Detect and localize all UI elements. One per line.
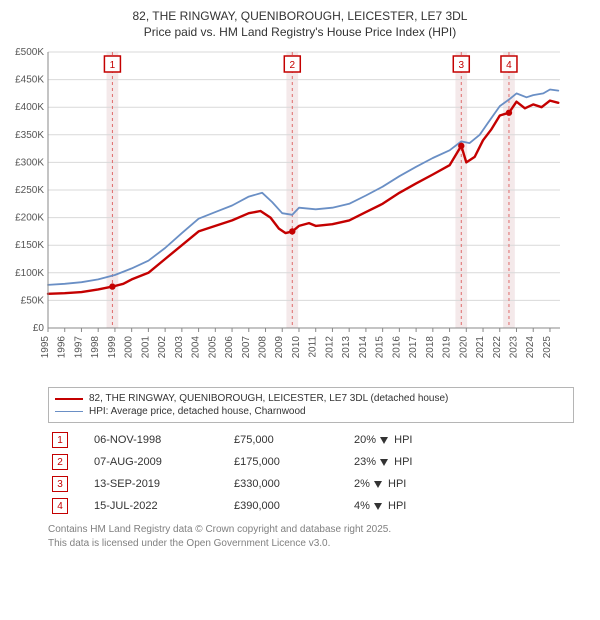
event-delta: 23% HPI: [350, 451, 574, 473]
svg-text:2002: 2002: [157, 336, 168, 359]
chart-title-line1: 82, THE RINGWAY, QUENIBOROUGH, LEICESTER…: [6, 8, 594, 24]
svg-text:2019: 2019: [442, 336, 453, 359]
event-delta: 20% HPI: [350, 429, 574, 451]
legend-item-hpi: HPI: Average price, detached house, Char…: [55, 405, 567, 418]
svg-text:2007: 2007: [241, 336, 252, 359]
event-marker: 1: [52, 432, 68, 448]
event-row: 1 06-NOV-1998£75,00020% HPI: [48, 429, 574, 451]
svg-text:4: 4: [506, 60, 512, 71]
svg-text:2009: 2009: [274, 336, 285, 359]
chart-title-line2: Price paid vs. HM Land Registry's House …: [6, 24, 594, 40]
legend-item-price-paid: 82, THE RINGWAY, QUENIBOROUGH, LEICESTER…: [55, 392, 567, 405]
svg-text:2022: 2022: [492, 336, 503, 359]
svg-text:£450K: £450K: [15, 75, 44, 86]
arrow-down-icon: [374, 481, 382, 488]
svg-text:2018: 2018: [425, 336, 436, 359]
chart: £0 £50K £100K £150K £200K £250K £300K £350K £400…: [6, 46, 594, 381]
svg-text:2013: 2013: [341, 336, 352, 359]
event-price: £390,000: [230, 495, 350, 517]
svg-text:2011: 2011: [308, 336, 319, 358]
license-line2: This data is licensed under the Open Gov…: [48, 537, 574, 551]
event-delta: 4% HPI: [350, 495, 574, 517]
svg-text:£0: £0: [33, 323, 45, 334]
arrow-down-icon: [374, 503, 382, 510]
legend-label-hpi: HPI: Average price, detached house, Char…: [89, 406, 306, 417]
event-date: 15-JUL-2022: [90, 495, 230, 517]
svg-text:£400K: £400K: [15, 103, 44, 114]
event-row: 4 15-JUL-2022£390,0004% HPI: [48, 495, 574, 517]
svg-text:1997: 1997: [73, 336, 84, 359]
svg-text:2008: 2008: [258, 336, 269, 359]
svg-text:2000: 2000: [124, 336, 135, 359]
svg-text:2006: 2006: [224, 336, 235, 359]
chart-svg: £0 £50K £100K £150K £200K £250K £300K £350K £400…: [6, 46, 566, 376]
arrow-down-icon: [380, 437, 388, 444]
svg-text:2020: 2020: [458, 336, 469, 359]
svg-text:2017: 2017: [408, 336, 419, 359]
svg-text:£150K: £150K: [15, 241, 44, 252]
svg-text:£300K: £300K: [15, 158, 44, 169]
event-date: 07-AUG-2009: [90, 451, 230, 473]
svg-text:1998: 1998: [90, 336, 101, 359]
event-price: £330,000: [230, 473, 350, 495]
legend-swatch-price-paid: [55, 398, 83, 400]
event-row: 2 07-AUG-2009£175,00023% HPI: [48, 451, 574, 473]
svg-text:2010: 2010: [291, 336, 302, 359]
event-price: £175,000: [230, 451, 350, 473]
event-row: 3 13-SEP-2019£330,0002% HPI: [48, 473, 574, 495]
license-line1: Contains HM Land Registry data © Crown c…: [48, 523, 574, 537]
svg-text:2005: 2005: [207, 336, 218, 359]
svg-text:2025: 2025: [542, 336, 553, 359]
svg-text:2016: 2016: [391, 336, 402, 359]
svg-text:3: 3: [458, 60, 464, 71]
legend: 82, THE RINGWAY, QUENIBOROUGH, LEICESTER…: [48, 387, 574, 423]
svg-text:2012: 2012: [324, 336, 335, 359]
svg-text:1: 1: [110, 60, 116, 71]
events-table: 1 06-NOV-1998£75,00020% HPI 2 07-AUG-2009£1…: [48, 429, 574, 517]
event-date: 13-SEP-2019: [90, 473, 230, 495]
svg-text:2015: 2015: [375, 336, 386, 359]
svg-text:2003: 2003: [174, 336, 185, 359]
svg-text:1999: 1999: [107, 336, 118, 359]
event-delta: 2% HPI: [350, 473, 574, 495]
event-marker: 3: [52, 476, 68, 492]
event-marker: 2: [52, 454, 68, 470]
legend-label-price-paid: 82, THE RINGWAY, QUENIBOROUGH, LEICESTER…: [89, 393, 448, 404]
svg-text:1996: 1996: [57, 336, 68, 359]
chart-title: 82, THE RINGWAY, QUENIBOROUGH, LEICESTER…: [6, 8, 594, 40]
event-marker: 4: [52, 498, 68, 514]
svg-text:£250K: £250K: [15, 185, 44, 196]
event-price: £75,000: [230, 429, 350, 451]
svg-text:2001: 2001: [140, 336, 151, 359]
svg-text:2004: 2004: [191, 336, 202, 359]
arrow-down-icon: [380, 459, 388, 466]
svg-text:£200K: £200K: [15, 213, 44, 224]
svg-text:2024: 2024: [525, 336, 536, 359]
license-text: Contains HM Land Registry data © Crown c…: [48, 523, 574, 550]
legend-swatch-hpi: [55, 411, 83, 412]
svg-text:£500K: £500K: [15, 47, 44, 58]
svg-text:£100K: £100K: [15, 268, 44, 279]
svg-text:2021: 2021: [475, 336, 486, 359]
svg-text:2023: 2023: [508, 336, 519, 359]
event-date: 06-NOV-1998: [90, 429, 230, 451]
svg-text:2014: 2014: [358, 336, 369, 359]
svg-text:£50K: £50K: [21, 296, 45, 307]
svg-text:£350K: £350K: [15, 130, 44, 141]
svg-text:2: 2: [290, 60, 296, 71]
svg-text:1995: 1995: [40, 336, 51, 359]
